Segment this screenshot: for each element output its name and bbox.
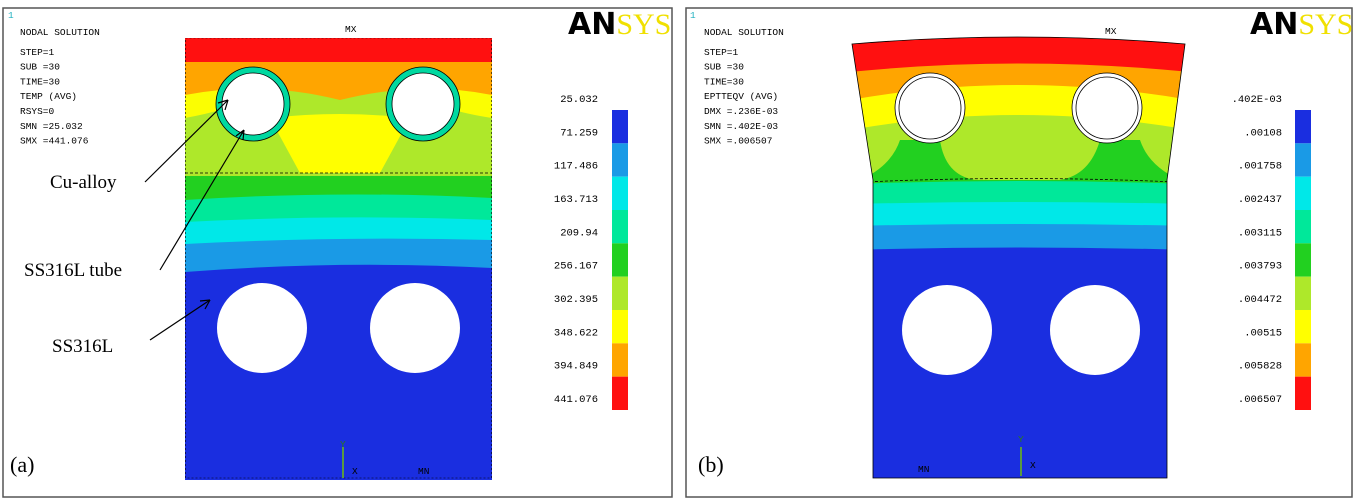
figure: 1 NODAL SOLUTION STEP=1 SUB =30 TIME=30 TEMP … <box>0 0 1355 500</box>
legend-label: 348.622 <box>554 327 598 339</box>
header-line: DMX =.236E-03 <box>704 106 778 117</box>
contour-plot <box>185 38 492 480</box>
header-line: TEMP (AVG) <box>20 91 77 102</box>
legend-swatch <box>1295 110 1311 143</box>
header-line: SMX =.006507 <box>704 136 772 147</box>
legend-swatch <box>1295 243 1311 276</box>
logo-bold: AN <box>568 7 616 42</box>
legend-label: 302.395 <box>554 294 598 306</box>
header-line: SUB =30 <box>20 62 60 73</box>
corner-number: 1 <box>690 10 696 21</box>
legend-label: .005828 <box>1238 361 1282 373</box>
legend-label: 117.486 <box>554 161 598 173</box>
legend-swatch <box>612 110 628 143</box>
legend-label: .00515 <box>1244 327 1282 339</box>
legend-swatch <box>612 177 628 210</box>
panel-label: (b) <box>698 452 724 477</box>
panel-b: 1 NODAL SOLUTION STEP=1 SUB =30 TIME=30 EPTTE… <box>686 7 1353 497</box>
legend-swatch <box>1295 277 1311 310</box>
legend-swatch <box>1295 210 1311 243</box>
legend-swatch <box>612 310 628 343</box>
axis-y-label: Y <box>340 439 346 450</box>
annotation: SS316L <box>52 336 113 357</box>
header-line: NODAL SOLUTION <box>20 27 100 38</box>
panel-a: 1 NODAL SOLUTION STEP=1 SUB =30 TIME=30 TEMP … <box>3 7 672 497</box>
min-marker: MN <box>418 466 429 477</box>
legend-swatch <box>612 243 628 276</box>
legend-label: .00108 <box>1244 127 1282 139</box>
legend-swatch <box>1295 177 1311 210</box>
legend-label: 71.259 <box>560 127 598 139</box>
legend-label: .004472 <box>1238 294 1282 306</box>
legend-swatch <box>1295 310 1311 343</box>
legend-swatch <box>1295 143 1311 176</box>
logo-bold: AN <box>1250 7 1298 42</box>
axis-x-label: X <box>352 466 358 477</box>
header-line: NODAL SOLUTION <box>704 27 784 38</box>
legend-swatch <box>612 377 628 410</box>
axis-y-label: Y <box>1018 434 1024 445</box>
header-line: SMX =441.076 <box>20 136 89 147</box>
legend-label: .402E-03 <box>1232 94 1282 106</box>
legend-label: 441.076 <box>554 394 598 406</box>
header-line: TIME=30 <box>704 76 744 87</box>
header-line: STEP=1 <box>704 47 739 58</box>
legend-label: 209.94 <box>560 227 598 239</box>
legend-label: 256.167 <box>554 261 598 273</box>
header-line: SMN =25.032 <box>20 121 83 132</box>
corner-number: 1 <box>8 10 14 21</box>
annotation: Cu-alloy <box>50 172 117 193</box>
logo-light: SYS <box>1298 8 1353 41</box>
header-line: SUB =30 <box>704 62 744 73</box>
logo-light: SYS <box>616 8 671 41</box>
legend-swatch <box>612 343 628 376</box>
legend-swatch <box>1295 343 1311 376</box>
header-line: SMN =.402E-03 <box>704 121 778 132</box>
legend-swatch <box>612 277 628 310</box>
min-marker: MN <box>918 464 929 475</box>
legend-swatch <box>1295 377 1311 410</box>
legend-label: 163.713 <box>554 194 598 206</box>
legend-label: 394.849 <box>554 361 598 373</box>
max-marker: MX <box>1105 26 1117 37</box>
axis-x-label: X <box>1030 460 1036 471</box>
legend-label: .003793 <box>1238 261 1282 273</box>
page: 1 NODAL SOLUTION STEP=1 SUB =30 TIME=30 TEMP … <box>0 0 1355 500</box>
logo: ANSYS <box>568 7 671 42</box>
header-line: EPTTEQV (AVG) <box>704 91 778 102</box>
legend-label: .001758 <box>1238 161 1282 173</box>
contour-plot <box>850 30 1190 480</box>
header-line: TIME=30 <box>20 76 60 87</box>
header-line: STEP=1 <box>20 47 55 58</box>
panel-label: (a) <box>10 452 34 477</box>
legend-label: .003115 <box>1238 227 1282 239</box>
logo: ANSYS <box>1250 7 1353 42</box>
legend-label: .002437 <box>1238 194 1282 206</box>
legend-swatch <box>612 210 628 243</box>
legend-label: 25.032 <box>560 94 598 106</box>
max-marker: MX <box>345 24 357 35</box>
header-line: RSYS=0 <box>20 106 55 117</box>
legend-label: .006507 <box>1238 394 1282 406</box>
annotation: SS316L tube <box>24 260 122 281</box>
legend-swatch <box>612 143 628 176</box>
